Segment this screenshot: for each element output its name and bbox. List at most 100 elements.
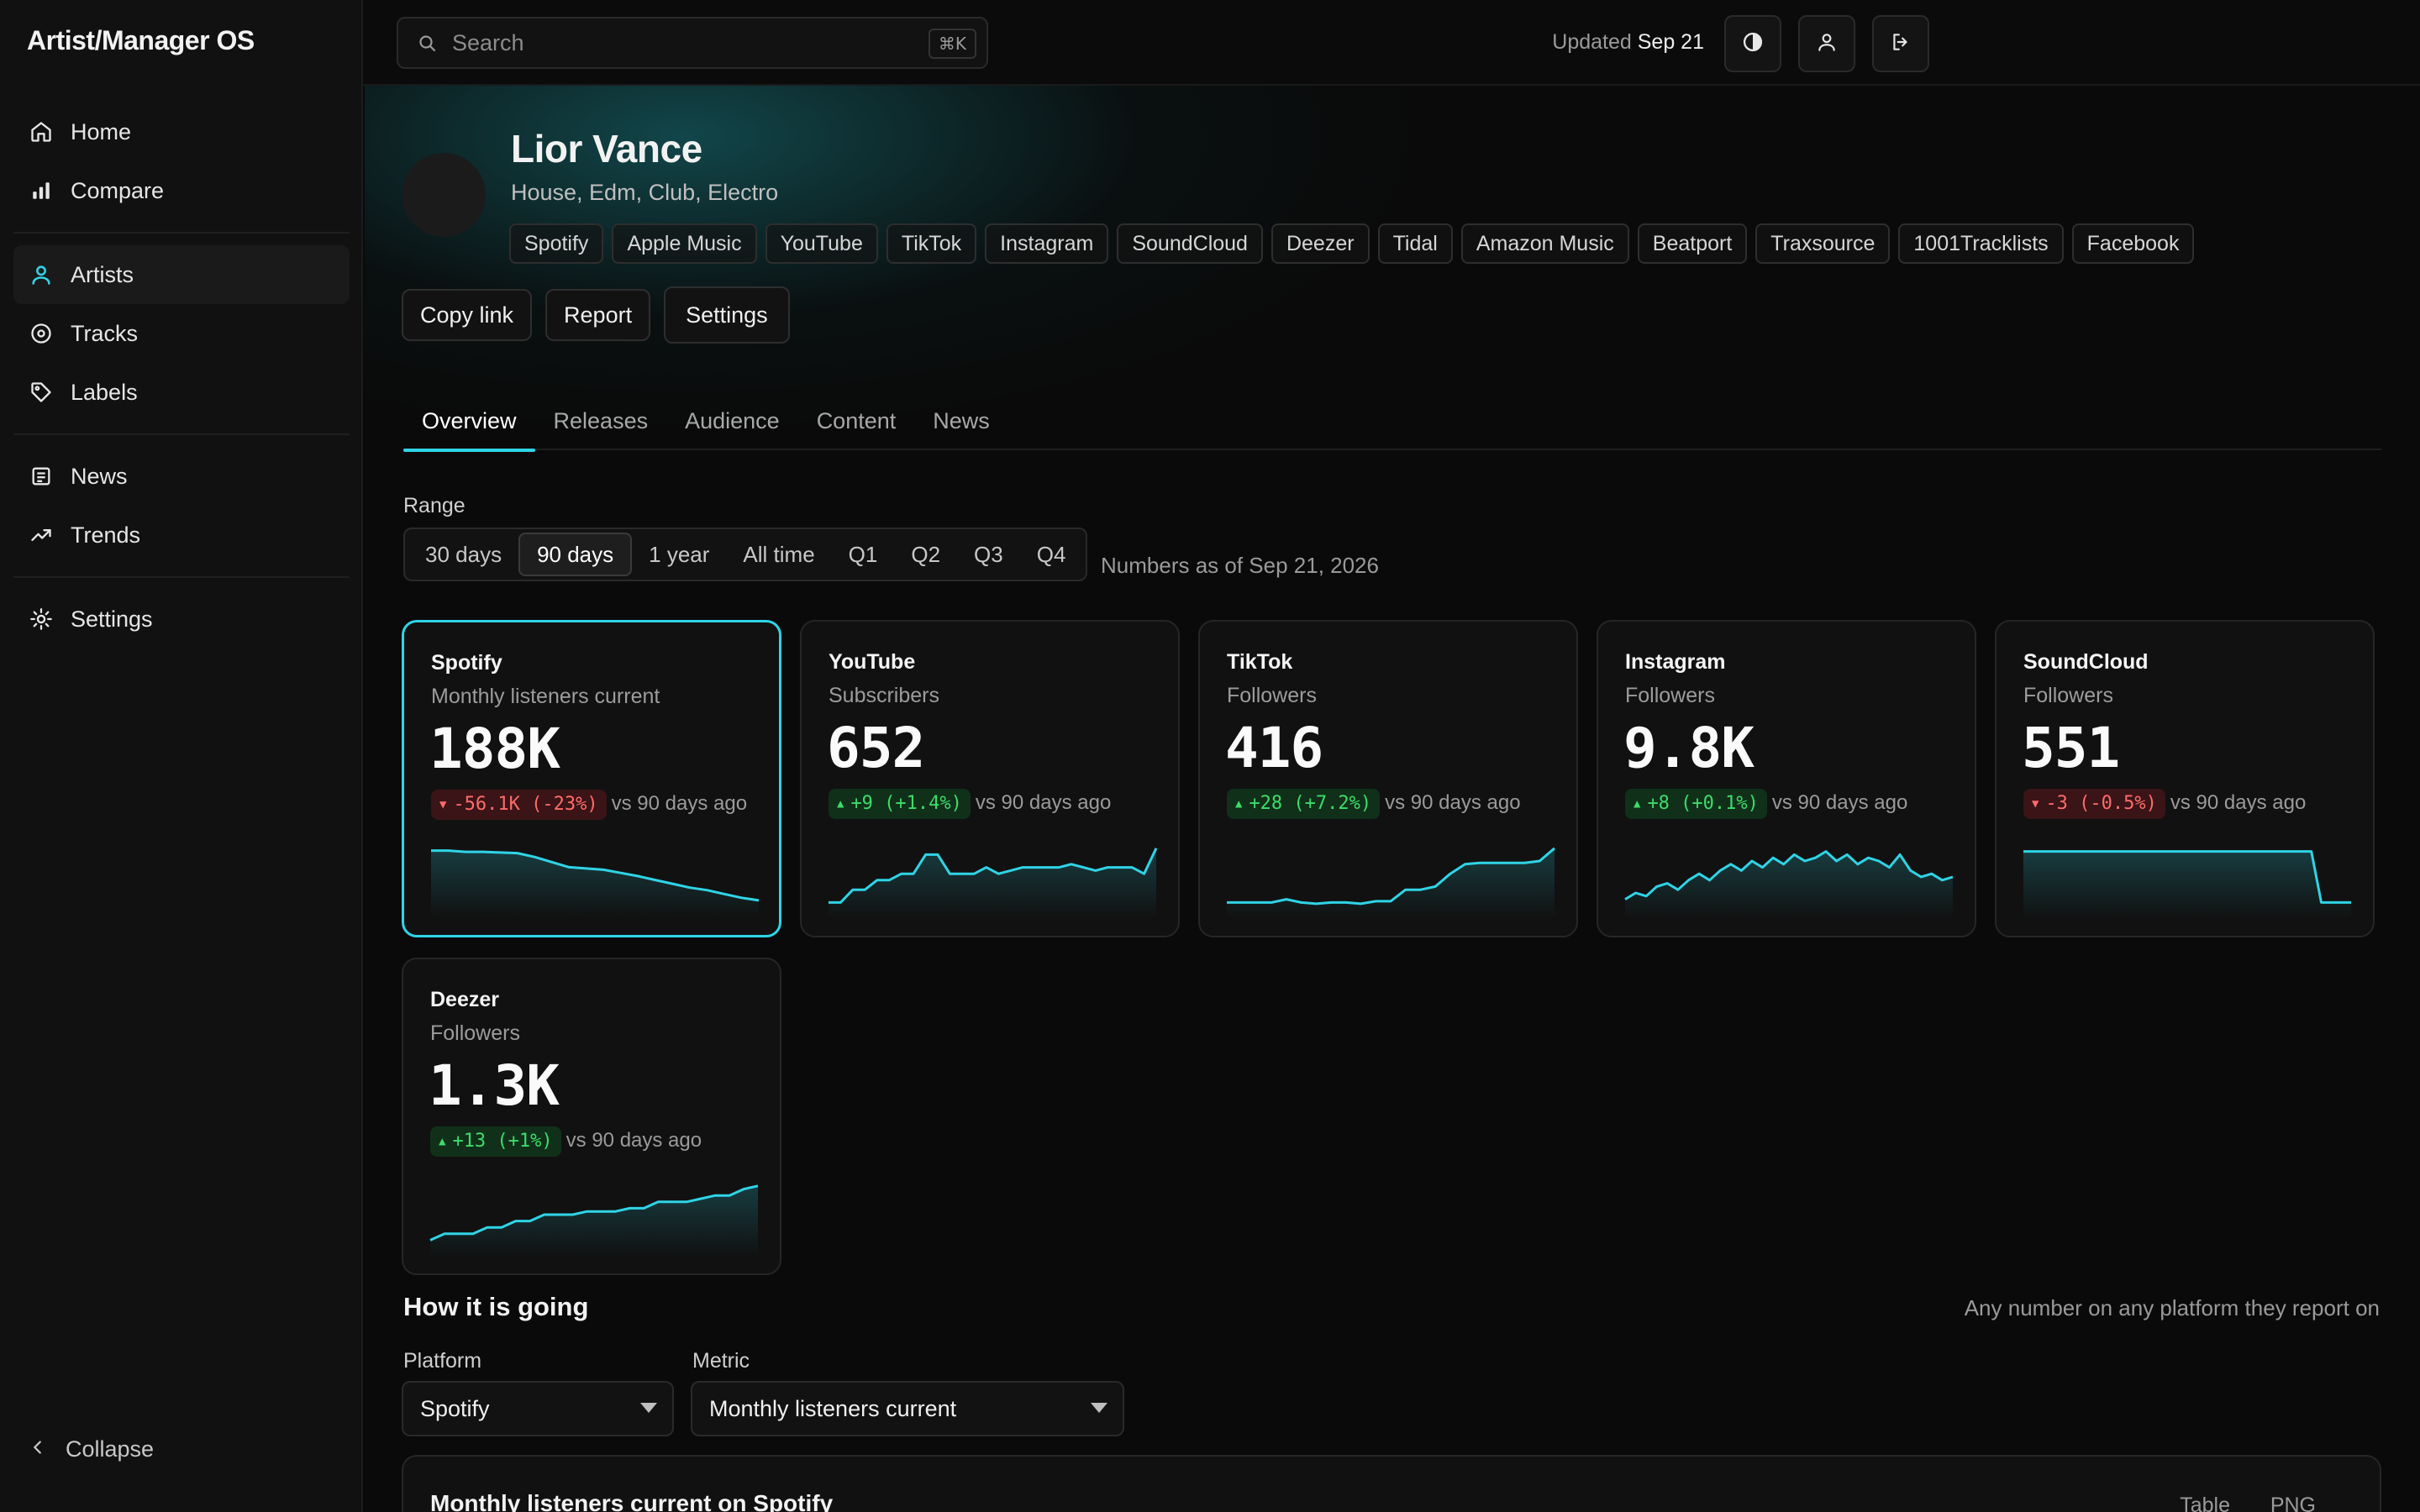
metric-label: Metric — [692, 1349, 750, 1373]
tab-audience[interactable]: Audience — [685, 407, 780, 433]
updated-status: Updated Sep 21 — [1552, 30, 1704, 55]
chevron-left-icon — [29, 1436, 47, 1462]
sparkline-area — [430, 1185, 758, 1257]
sidebar-item-trends[interactable]: Trends — [13, 506, 350, 564]
artist-name: Lior Vance — [511, 127, 702, 171]
platform-chip-traxsource[interactable]: Traxsource — [1755, 223, 1891, 264]
card-value: 416 — [1225, 716, 1323, 780]
trending-up-icon — [29, 522, 54, 548]
tab-releases[interactable]: Releases — [553, 407, 649, 433]
card-metric: Subscribers — [829, 684, 939, 707]
delta-comparison: vs 90 days ago — [1771, 791, 1908, 814]
card-delta-line: ▼ -56.1K (-23%) vs 90 days ago — [431, 787, 764, 821]
card-value: 9.8K — [1623, 716, 1754, 780]
platform-chip-spotify[interactable]: Spotify — [509, 223, 604, 264]
sparkline-area — [829, 848, 1156, 919]
card-value: 551 — [2022, 716, 2120, 780]
range-option-30-days[interactable]: 30 days — [425, 541, 502, 567]
sidebar-item-news[interactable]: News — [13, 447, 350, 506]
platform-chip-soundcloud[interactable]: SoundCloud — [1117, 223, 1263, 264]
sidebar-item-compare[interactable]: Compare — [13, 161, 350, 220]
newspaper-icon — [29, 464, 54, 489]
platform-chip-deezer[interactable]: Deezer — [1270, 223, 1370, 264]
gear-icon — [29, 606, 54, 632]
range-option-all-time[interactable]: All time — [743, 541, 815, 567]
metric-card-spotify[interactable]: Spotify Monthly listeners current 188K ▼ -56… — [402, 620, 781, 937]
sparkline — [431, 849, 760, 918]
numbers-as-of: Numbers as of Sep 21, 2026 — [1101, 553, 1379, 578]
tab-overview[interactable]: Overview — [403, 391, 535, 452]
card-metric: Followers — [430, 1021, 520, 1045]
sidebar-item-label: Labels — [71, 379, 138, 405]
artist-actions: Copy link Report Settings — [402, 286, 790, 344]
sidebar-item-artists[interactable]: Artists — [13, 245, 350, 304]
metric-card-soundcloud[interactable]: SoundCloud Followers 551 ▼ -3 (-0.5%) vs 90 d… — [1995, 620, 2375, 937]
bar-chart-icon — [29, 178, 54, 203]
range-option-90-days[interactable]: 90 days — [518, 533, 633, 576]
card-value: 652 — [827, 716, 925, 780]
artist-hero-background — [365, 86, 2420, 455]
theme-toggle-button[interactable] — [1724, 15, 1781, 72]
report-button[interactable]: Report — [545, 289, 651, 341]
metric-card-deezer[interactable]: Deezer Followers 1.3K ▲ +13 (+1%) vs 90 days … — [402, 958, 781, 1275]
range-option-q1[interactable]: Q1 — [848, 541, 878, 567]
sidebar-item-settings[interactable]: Settings — [13, 590, 350, 648]
sidebar-item-home[interactable]: Home — [13, 102, 350, 161]
card-delta-line: ▲ +13 (+1%) vs 90 days ago — [430, 1124, 763, 1158]
platform-chip-tidal[interactable]: Tidal — [1377, 223, 1453, 264]
sparkline-line — [1624, 850, 1954, 900]
metric-card-instagram[interactable]: Instagram Followers 9.8K ▲ +8 (+0.1%) vs 90 d… — [1597, 620, 1976, 937]
search-placeholder: Search — [452, 29, 524, 55]
platform-chip-beatport[interactable]: Beatport — [1637, 223, 1748, 264]
platform-chip-1001tracklists[interactable]: 1001Tracklists — [1898, 223, 2064, 264]
collapse-label: Collapse — [66, 1436, 155, 1462]
png-button[interactable]: PNG — [2270, 1494, 2316, 1512]
tab-content[interactable]: Content — [816, 407, 897, 433]
platform-chip-youtube[interactable]: YouTube — [765, 223, 878, 264]
range-option-q2[interactable]: Q2 — [911, 541, 941, 567]
profile-button[interactable] — [1798, 15, 1855, 72]
card-delta-line: ▼ -3 (-0.5%) vs 90 days ago — [2023, 786, 2356, 820]
card-delta-line: ▲ +9 (+1.4%) vs 90 days ago — [829, 786, 1161, 820]
collapse-button[interactable]: Collapse — [29, 1436, 154, 1462]
metric-select[interactable]: Monthly listeners current — [691, 1381, 1124, 1436]
updated-date: Sep 21 — [1637, 30, 1704, 54]
card-platform: Spotify — [431, 651, 502, 675]
metric-card-tiktok[interactable]: TikTok Followers 416 ▲ +28 (+7.2%) vs 90 days… — [1198, 620, 1578, 937]
sidebar-item-label: Home — [71, 118, 132, 144]
metric-select-value: Monthly listeners current — [709, 1395, 957, 1421]
tab-news[interactable]: News — [933, 407, 990, 433]
metric-card-youtube[interactable]: YouTube Subscribers 652 ▲ +9 (+1.4%) vs 90 da… — [800, 620, 1180, 937]
delta-comparison: vs 90 days ago — [1385, 791, 1521, 814]
platform-chip-instagram[interactable]: Instagram — [985, 223, 1109, 264]
sparkline — [1227, 847, 1555, 919]
logout-button[interactable] — [1872, 15, 1929, 72]
platform-chip-amazon-music[interactable]: Amazon Music — [1460, 223, 1629, 264]
sparkline-line — [1227, 847, 1555, 906]
sidebar-item-tracks[interactable]: Tracks — [13, 304, 350, 363]
sparkline-area — [1625, 851, 1953, 919]
app-title: Artist/Manager OS — [27, 25, 255, 55]
platform-chip-facebook[interactable]: Facebook — [2071, 223, 2195, 264]
card-platform: Deezer — [430, 988, 499, 1011]
search-input[interactable]: Search ⌘K — [397, 17, 988, 69]
table-button[interactable]: Table — [2180, 1494, 2230, 1512]
platform-select-value: Spotify — [420, 1395, 490, 1421]
trend-up-icon: ▲ — [439, 1134, 446, 1148]
range-option-q4[interactable]: Q4 — [1036, 541, 1066, 567]
sparkline-line — [829, 848, 1158, 904]
platform-select[interactable]: Spotify — [402, 1381, 674, 1436]
sparkline — [1624, 850, 1954, 919]
sidebar-item-labels[interactable]: Labels — [13, 363, 350, 422]
delta-comparison: vs 90 days ago — [611, 792, 748, 815]
card-platform: SoundCloud — [2023, 650, 2149, 674]
delta-badge: ▲ +9 (+1.4%) — [829, 788, 971, 819]
platform-chip-apple-music[interactable]: Apple Music — [612, 223, 757, 264]
delta-value: +28 (+7.2%) — [1249, 792, 1372, 814]
copy-link-button[interactable]: Copy link — [402, 289, 533, 341]
platform-chip-tiktok[interactable]: TikTok — [886, 223, 977, 264]
range-option-q3[interactable]: Q3 — [974, 541, 1003, 567]
settings-button[interactable]: Settings — [664, 286, 790, 344]
range-option-1-year[interactable]: 1 year — [649, 541, 710, 567]
home-icon — [29, 119, 54, 144]
